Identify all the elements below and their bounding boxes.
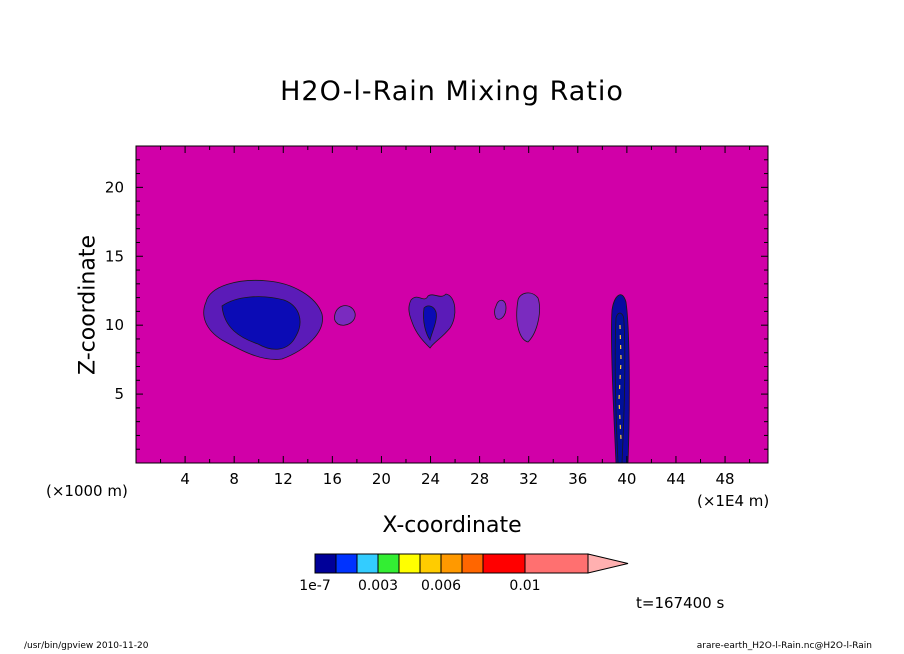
colorbar-cell-7: [461, 553, 484, 574]
x-axis-label: X-coordinate: [382, 513, 522, 538]
x-tick-label-12: 12: [274, 470, 293, 488]
x-tick-label-20: 20: [372, 470, 391, 488]
cloud-cluster-3-contour-1: [423, 305, 437, 341]
cloud-small-4-contour-0: [494, 299, 507, 320]
contour-features: [203, 280, 630, 464]
x-tick-label-48: 48: [716, 470, 735, 488]
cloud-small-2-contour-0: [334, 305, 356, 326]
x-tick-label-8: 8: [229, 470, 239, 488]
footer-file-name: arare-earth_H2O-l-Rain.nc@H2O-l-Rain: [696, 641, 872, 651]
y-tick-label-5: 5: [114, 385, 124, 403]
cloud-cluster-1: [203, 280, 323, 360]
colorbar-cell-5: [419, 553, 442, 574]
x-tick-label-44: 44: [666, 470, 685, 488]
colorbar-cell-8: [482, 553, 526, 574]
x-tick-label-32: 32: [519, 470, 538, 488]
x-tick-label-40: 40: [617, 470, 636, 488]
x-tick-label-16: 16: [323, 470, 342, 488]
colorbar-cell-2: [356, 553, 379, 574]
x-unit-left-label: (×1000 m): [46, 482, 128, 500]
cloud-small-4: [494, 299, 507, 320]
x-tick-label-24: 24: [421, 470, 440, 488]
time-label: t=167400 s: [636, 594, 725, 612]
x-tick-label-4: 4: [180, 470, 190, 488]
x-tick-label-36: 36: [568, 470, 587, 488]
cloud-small-2: [334, 305, 356, 326]
x-unit-right-label: (×1E4 m): [697, 492, 770, 510]
y-tick-label-15: 15: [105, 247, 124, 265]
colorbar-label: 0.003: [357, 578, 399, 594]
y-tick-label-20: 20: [105, 178, 124, 196]
cloud-small-5: [516, 292, 540, 343]
colorbar-label: 0.01: [509, 578, 541, 594]
chart-title: H2O-l-Rain Mixing Ratio: [280, 76, 624, 107]
colorbar-label: 0.006: [420, 578, 462, 594]
cloud-cluster-3: [408, 293, 456, 349]
y-axis-label: Z-coordinate: [75, 235, 101, 375]
cloud-cluster-1-contour-1: [221, 296, 301, 350]
colorbar-cell-4: [398, 553, 421, 574]
colorbar-extend-arrow: [587, 553, 629, 574]
colorbar: [314, 553, 629, 574]
cloud-small-5-contour-0: [516, 292, 540, 343]
footer-program-date: /usr/bin/gpview 2010-11-20: [24, 641, 149, 651]
colorbar-cell-1: [335, 553, 358, 574]
colorbar-cell-9: [524, 553, 589, 574]
colorbar-label: 1e-7: [299, 578, 331, 594]
colorbar-cell-3: [377, 553, 400, 574]
plot-frame: [135, 145, 769, 464]
y-tick-label-10: 10: [105, 316, 124, 334]
colorbar-cell-0: [314, 553, 337, 574]
colorbar-cell-6: [440, 553, 463, 574]
x-tick-label-28: 28: [470, 470, 489, 488]
